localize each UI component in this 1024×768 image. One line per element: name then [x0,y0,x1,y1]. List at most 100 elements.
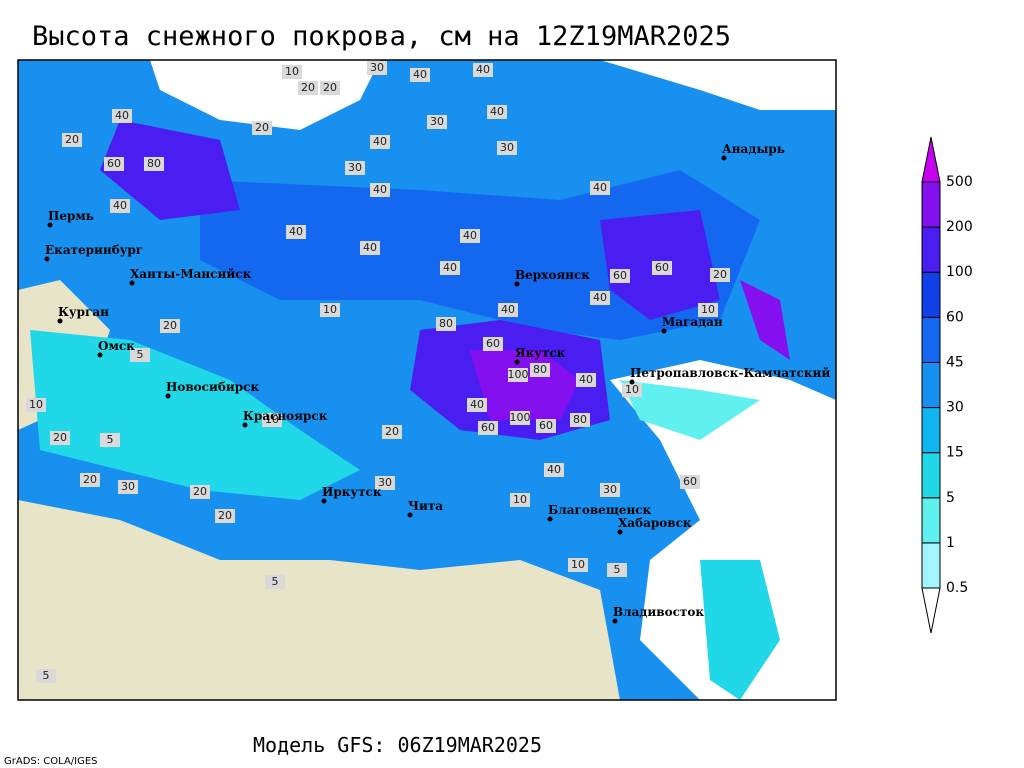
contour-label-box [652,261,672,275]
contour-label: 40 [115,109,129,122]
contour-label-box [680,475,700,489]
snow-zone [30,330,360,500]
contour-label: 40 [501,303,515,316]
legend-level: 15 [946,445,964,461]
contour-label: 20 [323,81,337,94]
contour-label: 5 [43,669,50,682]
contour-label-box [467,398,487,412]
contour-label-box [510,493,530,507]
contour-label-box [286,225,306,239]
contour-label: 40 [593,291,607,304]
contour-label-box [410,68,430,82]
city-dot [612,618,618,624]
contour-label-box [265,575,285,589]
contour-label: 40 [593,181,607,194]
city-label: Новосибирск [166,380,259,394]
contour-label-box [427,115,447,129]
legend-swatch [921,316,941,363]
city-label: Магадан [662,315,723,329]
legend-swatch [921,226,941,273]
city-label: Верхоянск [515,268,590,282]
city-dot [721,155,727,161]
contour-label: 10 [513,493,527,506]
city-label: Владивосток [613,605,704,619]
contour-label-box [622,383,642,397]
contour-label-box [440,261,460,275]
contour-label: 30 [500,141,514,154]
contour-label-box [570,413,590,427]
land-bare [18,500,620,700]
credit: GrADS: COLA/IGES [4,756,98,767]
contour-labels: 10 30 40 40 20 20 30 40 20 40 30 40 20 60 80 40 30 40 40 40… [26,61,730,683]
legend-level: 200 [946,219,973,235]
city-label: Курган [58,305,109,319]
contour-label: 30 [121,480,135,493]
contour-label: 40 [463,229,477,242]
contour-label: 60 [486,337,500,350]
contour-label-box [215,509,235,523]
contour-label-box [483,337,503,351]
city-dot [661,328,667,334]
contour-label: 5 [272,575,279,588]
contour-label: 30 [348,161,362,174]
contour-label: 30 [430,115,444,128]
contour-label-box [282,65,302,79]
contour-label: 20 [255,121,269,134]
city-dot [57,318,63,324]
ocean [150,60,380,130]
contour-label: 20 [53,431,67,444]
contour-label-box [576,373,596,387]
snow-zone [740,280,790,360]
contour-label-box [460,229,480,243]
contour-label: 40 [476,63,490,76]
contour-label-box [112,109,132,123]
contour-label-box [487,105,507,119]
contour-label-box [607,563,627,577]
contour-label-box [478,421,498,435]
cities: Пермь Екатеринбург Ханты-Мансийск Курган Омс… [44,142,830,624]
contour-label-box [50,431,70,445]
contour-label-box [80,473,100,487]
city-label: Хабаровск [618,516,692,530]
map-frame [17,59,837,701]
contour-label: 20 [83,473,97,486]
contour-label: 80 [573,413,587,426]
contour-label-box [118,480,138,494]
contour-label: 100 [508,368,529,381]
city-label: Иркутск [322,485,382,499]
contour-label-box [104,157,124,171]
city-dot [97,352,103,358]
contour-label-box [26,398,46,412]
legend-swatch [921,407,941,454]
contour-label: 10 [29,398,43,411]
contour-label-box [698,303,718,317]
legend-low-arrow [921,587,941,634]
contour-label: 40 [289,225,303,238]
contour-label: 30 [378,476,392,489]
contour-label-box [536,419,556,433]
title: Высота снежного покрова, см на 12Z19MAR2… [32,21,731,52]
snow-zone [100,120,240,220]
city-dot [547,516,553,522]
legend-swatch [921,542,941,589]
legend-level: 100 [946,264,973,280]
legend-swatch [921,452,941,499]
contour-label-box [320,81,340,95]
city-label: Благовещенск [548,503,652,517]
city-label: Пермь [48,209,94,223]
city-label: Ханты-Мансийск [130,267,252,281]
contour-label: 60 [107,157,121,170]
contour-label-box [610,269,630,283]
contour-label-box [320,303,340,317]
ocean [610,360,836,700]
contour-label: 40 [363,241,377,254]
contour-label-box [370,183,390,197]
city-dot [407,512,413,518]
contour-label: 60 [683,475,697,488]
contour-label-box [144,157,164,171]
contour-label-box [252,121,272,135]
legend-level: 500 [946,174,973,190]
legend-level: 1 [946,535,955,551]
contour-label: 20 [65,133,79,146]
